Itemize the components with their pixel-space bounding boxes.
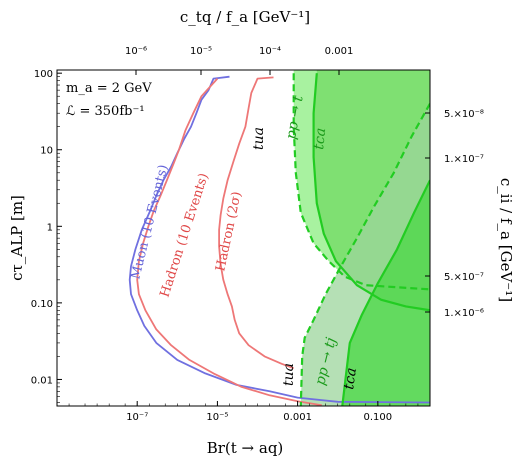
top-tick-label: 10⁻⁶ [125,46,147,57]
x-axis-title: Br(t → aq) [207,439,284,457]
label-tca-tj: tca [341,367,360,391]
y-tick-label: 10 [40,146,53,157]
y-tick-label: 100 [34,69,53,80]
curve-pp-t-tua [292,73,430,291]
info-mass: m_a = 2 GeV [66,81,152,96]
x-tick-label: 0.001 [283,412,312,423]
curve-pp-tj-tca [341,179,430,406]
x-axis-label: Br(t → aq) [207,439,284,457]
y-axis-title: cτ_ALP [m] [8,195,26,281]
label-tua-tj: tua [281,363,297,386]
x-tick-label: 0.100 [364,412,393,423]
right-tick-label: 5.×10⁻⁸ [444,109,484,120]
right-axis-title: c_ii / f_a [GeV⁻¹] [497,178,515,302]
label-hadron-10: Hadron (10 Events) [158,171,212,299]
y-tick-label: 0.10 [31,299,53,310]
curve-hadron-2sigma [218,76,295,370]
label-tca-t: tca [311,127,329,150]
top-axis-title: c_tq / f_a [GeV⁻¹] [180,8,310,26]
top-tick-label: 0.001 [325,46,354,57]
curve-muon-10-events [128,75,430,404]
y-tick-label: 1 [47,222,53,233]
x-axis-ticks: 10⁻⁷ 10⁻⁵ 0.001 0.100 [56,401,431,423]
shaded-regions [293,70,430,406]
curve-hadron-10-events [136,77,322,406]
top-axis-ticks: 10⁻⁶ 10⁻⁵ 10⁻⁴ 0.001 [125,46,353,75]
right-tick-label: 1.×10⁻⁶ [444,308,484,319]
top-axis-label: c_tq / f_a [GeV⁻¹] [180,8,310,26]
info-box: m_a = 2 GeV ℒ = 350fb⁻¹ [66,81,152,119]
info-lumi: ℒ = 350fb⁻¹ [66,104,145,119]
region-pp-tj-tca [342,180,430,406]
x-tick-label: 10⁻⁵ [206,412,228,423]
top-tick-label: 10⁻⁴ [259,46,281,57]
right-tick-label: 1.×10⁻⁷ [444,154,484,165]
curve-pp-t-tca [312,73,430,312]
label-tua-t: tua [251,127,267,150]
exclusion-curves [128,73,430,406]
y-tick-label: 0.01 [31,375,53,386]
y-axis-ticks: 0.01 0.10 1 10 100 [31,69,62,403]
top-tick-label: 10⁻⁵ [190,46,212,57]
right-tick-label: 5.×10⁻⁷ [444,272,484,283]
label-hadron-2sigma: Hadron (2σ) [213,190,245,273]
right-axis-ticks: 5.×10⁻⁸ 1.×10⁻⁷ 5.×10⁻⁷ 1.×10⁻⁶ [425,109,484,319]
label-pp-t: pp → t [283,94,306,141]
x-tick-label: 10⁻⁷ [126,412,148,423]
right-axis-label: c_ii / f_a [GeV⁻¹] [497,178,515,302]
label-muon: Muon (10 Events) [128,163,171,281]
y-axis-label: cτ_ALP [m] [8,195,26,281]
